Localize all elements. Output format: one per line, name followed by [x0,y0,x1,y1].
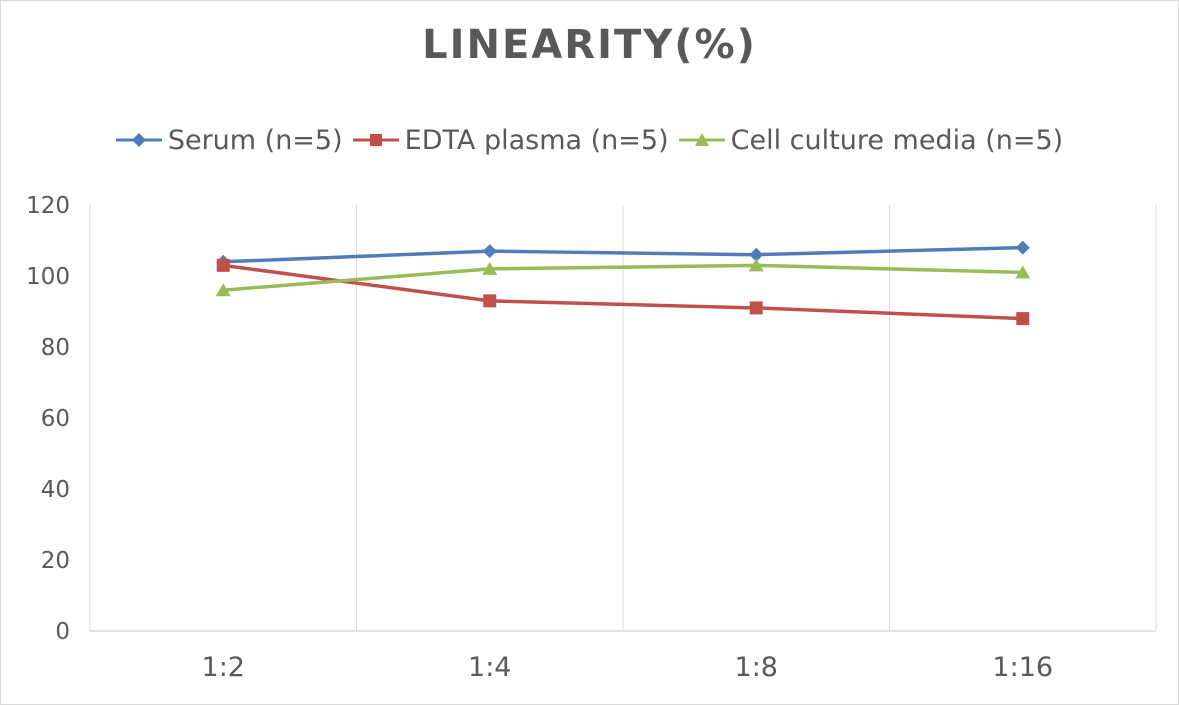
x-tick-label: 1:4 [468,652,511,683]
y-tick-label: 80 [41,335,70,361]
series-line-1 [223,263,1023,321]
series-line-2 [223,263,1023,292]
y-tick-label: 0 [55,619,70,645]
x-tick-label: 1:16 [992,652,1053,683]
chart-legend: Serum (n=5) EDTA plasma (n=5) Cell cultu… [0,120,1179,160]
data-point-triangle [482,261,498,275]
data-point-square [1016,312,1030,326]
legend-item-serum: Serum (n=5) [115,124,343,156]
data-point-square [749,301,763,315]
legend-item-cell-culture-media: Cell culture media (n=5) [678,124,1064,156]
data-point-triangle [215,283,231,297]
data-point-diamond [482,244,497,259]
y-tick-label: 20 [41,548,70,574]
legend-item-edta-plasma: EDTA plasma (n=5) [352,124,669,156]
x-tick-label: 1:2 [202,652,245,683]
legend-label-serum: Serum (n=5) [167,124,343,156]
series-line-0 [223,245,1023,264]
y-tick-label: 120 [26,193,70,219]
data-point-diamond [749,247,764,262]
data-point-square [216,258,230,272]
y-tick-label: 60 [41,406,70,432]
legend-label-edta-plasma: EDTA plasma (n=5) [404,124,669,156]
data-point-triangle [1015,265,1031,279]
x-tick-label: 1:8 [735,652,778,683]
data-point-diamond [1015,240,1030,255]
data-point-triangle [748,258,764,272]
chart-title: LINEARITY(%) [422,22,757,68]
y-tick-label: 100 [26,264,70,290]
legend-swatch-cell-culture-media [678,133,725,146]
legend-swatch-serum [115,133,162,147]
legend-swatch-edta-plasma [352,134,399,146]
y-tick-label: 40 [41,477,70,503]
data-point-square [483,294,497,308]
legend-label-cell-culture-media: Cell culture media (n=5) [730,124,1064,156]
